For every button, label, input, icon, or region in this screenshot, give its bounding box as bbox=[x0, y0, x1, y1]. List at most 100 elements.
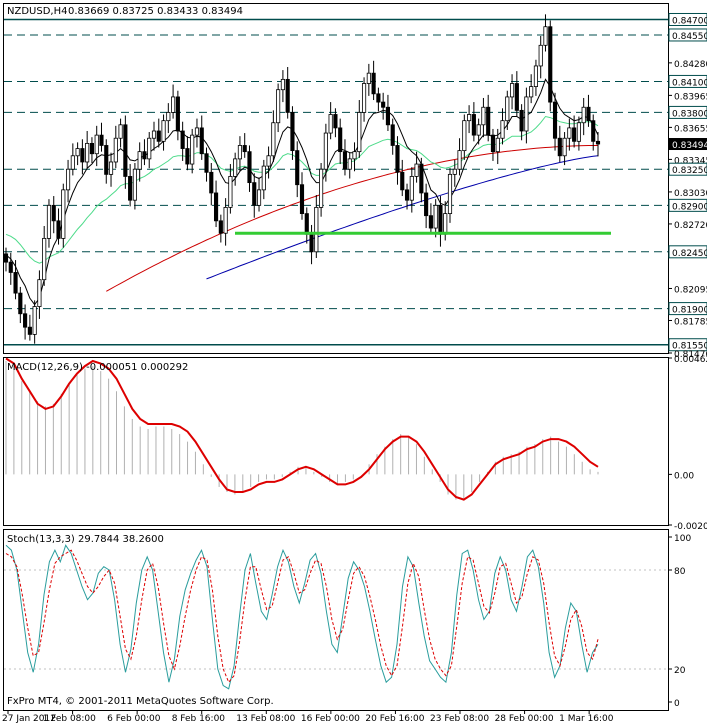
level-price-box bbox=[668, 28, 707, 42]
last-price-box bbox=[669, 138, 707, 151]
candle-body bbox=[591, 120, 596, 142]
candle-body bbox=[180, 130, 185, 149]
candle-body bbox=[581, 106, 586, 124]
x-tick-label: 23 Feb 08:00 bbox=[430, 714, 489, 724]
x-tick-label: 16 Feb 00:00 bbox=[301, 714, 360, 724]
candle-body bbox=[400, 171, 405, 191]
candle-body bbox=[333, 114, 338, 129]
candle-body bbox=[447, 173, 453, 215]
candle-body bbox=[190, 134, 195, 165]
macd-title: MACD(12,26,9) -0.000051 0.000292 bbox=[7, 362, 188, 373]
candle-body bbox=[352, 151, 357, 160]
candle-body bbox=[557, 137, 562, 157]
candle-body bbox=[147, 137, 152, 160]
candle-body bbox=[514, 83, 519, 111]
candle-body bbox=[419, 163, 424, 194]
candle-body bbox=[481, 106, 486, 126]
candle-body bbox=[61, 189, 66, 239]
candle-body bbox=[562, 137, 567, 157]
candle-body bbox=[576, 122, 581, 142]
candle-body bbox=[304, 213, 309, 235]
stoch-tick-label: 80 bbox=[674, 567, 686, 577]
macd-tick-label: 0.00462 bbox=[674, 355, 707, 365]
candle-body bbox=[586, 106, 591, 122]
price-tick-label: 0.82095 bbox=[674, 285, 707, 295]
candle-body bbox=[261, 165, 266, 191]
candle-body bbox=[357, 112, 362, 153]
candle-body bbox=[314, 207, 319, 253]
candle-body bbox=[18, 292, 23, 315]
level-price-box bbox=[668, 105, 707, 119]
stoch-panel bbox=[3, 529, 669, 711]
candle-body bbox=[552, 101, 558, 139]
candle-body bbox=[548, 26, 553, 103]
level-price-box bbox=[668, 338, 707, 352]
candle-body bbox=[295, 150, 300, 186]
candle-body bbox=[94, 134, 99, 155]
candle-body bbox=[218, 220, 223, 234]
candle-body bbox=[108, 161, 114, 175]
candle-body bbox=[237, 145, 243, 160]
candle-body bbox=[271, 122, 276, 157]
candle-body bbox=[51, 204, 56, 222]
candle-body bbox=[204, 153, 209, 173]
candle-body bbox=[233, 158, 238, 177]
stoch-tick-label: 0 bbox=[674, 699, 680, 709]
candle-body bbox=[118, 124, 123, 139]
candle-body bbox=[161, 120, 166, 142]
watermark: FxPro MT4, © 2001-2011 MetaQuotes Softwa… bbox=[7, 696, 274, 707]
candle-body bbox=[328, 114, 333, 134]
candle-body bbox=[128, 176, 133, 201]
candle-body bbox=[404, 189, 410, 201]
candle-body bbox=[319, 168, 324, 208]
level-price-label: 0.83250 bbox=[672, 166, 707, 176]
candle-body bbox=[395, 145, 400, 173]
candle-body bbox=[175, 96, 180, 132]
candle-body bbox=[572, 127, 577, 142]
candle-body bbox=[276, 89, 281, 124]
macd-layer bbox=[5, 357, 599, 501]
level-price-box bbox=[668, 198, 707, 212]
candle-body bbox=[438, 204, 443, 235]
candle-body bbox=[595, 140, 601, 145]
x-tick-label: 1 Mar 16:00 bbox=[559, 714, 614, 724]
level-price-box bbox=[668, 245, 707, 259]
candle-body bbox=[371, 72, 376, 95]
level-price-label: 0.84700 bbox=[672, 16, 707, 26]
x-tick-label: 20 Feb 16:00 bbox=[365, 714, 424, 724]
price-tick-label: 0.83345 bbox=[674, 156, 707, 166]
candle-body bbox=[104, 145, 109, 175]
level-price-label: 0.84550 bbox=[672, 32, 707, 42]
candle-body bbox=[13, 272, 18, 294]
candle-body bbox=[409, 176, 414, 201]
candle-body bbox=[65, 168, 71, 191]
candle-body bbox=[132, 168, 137, 201]
candle-body bbox=[46, 204, 52, 239]
candle-body bbox=[228, 176, 233, 208]
candle-body bbox=[290, 112, 295, 152]
candle-body bbox=[529, 86, 534, 98]
candle-body bbox=[156, 130, 161, 142]
candle-body bbox=[23, 313, 28, 328]
candle-body bbox=[299, 184, 305, 215]
candle-body bbox=[385, 106, 391, 126]
candle-body bbox=[8, 261, 13, 273]
candle-body bbox=[99, 134, 104, 146]
stoch-layer bbox=[4, 544, 668, 690]
candle-body bbox=[75, 148, 80, 157]
price-tick-label: 0.83655 bbox=[674, 124, 707, 134]
macd-tick-label: 0.00 bbox=[674, 471, 694, 481]
level-price-label: 0.82900 bbox=[672, 202, 707, 212]
candle-body bbox=[166, 112, 171, 122]
candle-body bbox=[347, 158, 352, 170]
x-tick-label: 28 Feb 00:00 bbox=[495, 714, 554, 724]
candle-body bbox=[414, 163, 419, 177]
candle-body bbox=[361, 83, 367, 113]
candle-body bbox=[457, 150, 462, 170]
